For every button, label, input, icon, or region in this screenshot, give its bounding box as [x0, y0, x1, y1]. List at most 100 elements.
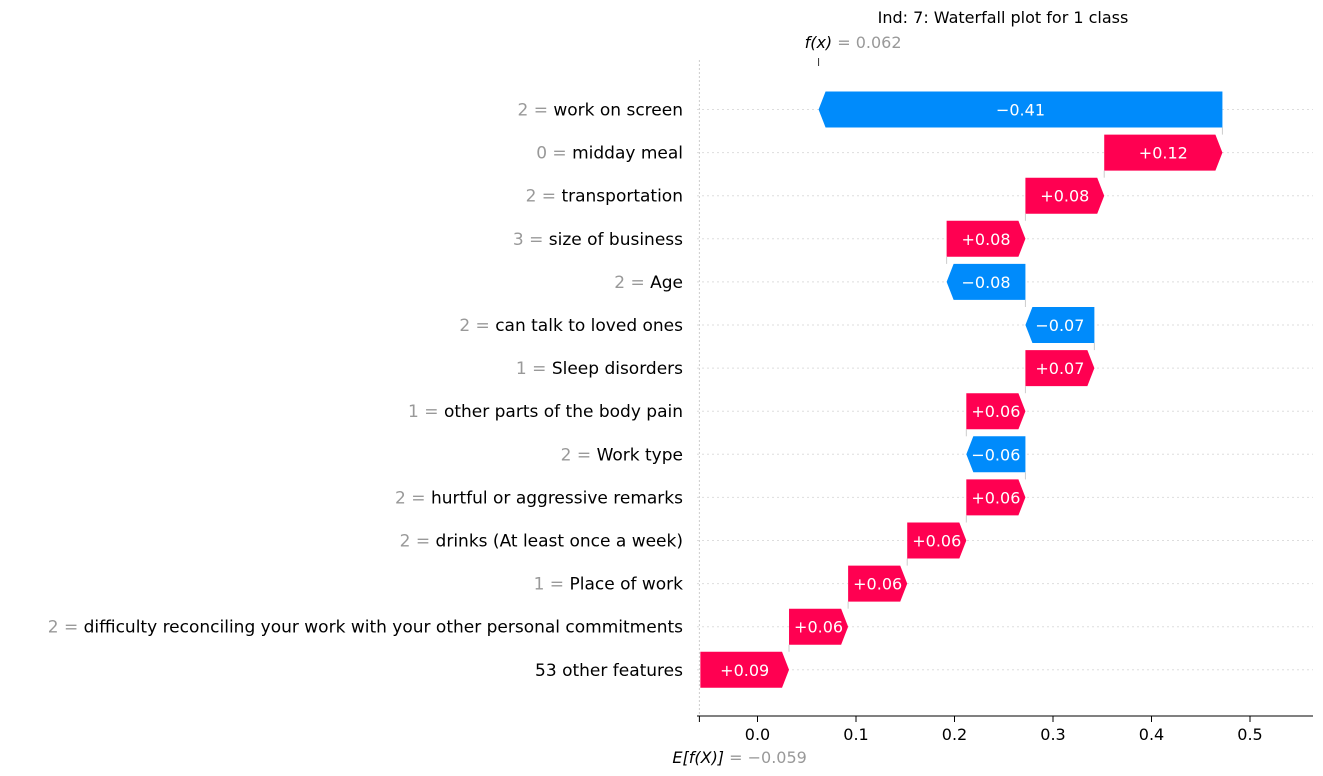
- feature-name: difficulty reconciling your work with yo…: [84, 618, 684, 638]
- feature-equals: =: [59, 618, 84, 638]
- feature-equals: =: [625, 273, 650, 293]
- feature-name: can talk to loved ones: [495, 316, 683, 336]
- feature-label: 2 = drinks (At least once a week): [400, 532, 683, 552]
- feature-value: 3: [513, 230, 524, 250]
- feature-value: 1: [408, 402, 419, 422]
- positive-bar: [789, 608, 849, 645]
- chart-title: Ind: 7: Waterfall plot for 1 class: [878, 8, 1129, 27]
- feature-equals: =: [528, 101, 553, 121]
- negative-bar: [966, 436, 1026, 473]
- feature-label: 2 = Work type: [561, 445, 683, 465]
- bar-value-label: +0.06: [912, 532, 961, 551]
- feature-value: 1: [516, 359, 527, 379]
- positive-bar: [966, 479, 1026, 516]
- feature-name: hurtful or aggressive remarks: [431, 488, 683, 508]
- efx-equals: =: [724, 748, 748, 767]
- feature-name: transportation: [561, 187, 683, 207]
- bar-value-label: +0.09: [720, 661, 769, 680]
- negative-bar: [818, 91, 1223, 128]
- feature-value: 2: [48, 618, 59, 638]
- feature-equals: =: [524, 230, 549, 250]
- feature-value: 2: [459, 316, 470, 336]
- x-tick-label: 0.2: [942, 725, 967, 744]
- fx-annotation: f(x) = 0.062: [805, 33, 902, 52]
- positive-bar: [907, 522, 967, 559]
- bar-value-label: +0.06: [971, 402, 1020, 421]
- fx-label: f(x): [805, 33, 833, 52]
- feature-name: other parts of the body pain: [444, 402, 683, 422]
- positive-bar: [1025, 177, 1105, 214]
- bar-value-label: +0.06: [794, 618, 843, 637]
- feature-label: 2 = can talk to loved ones: [459, 316, 683, 336]
- bar-value-label: +0.08: [1040, 187, 1089, 206]
- feature-equals: =: [470, 316, 495, 336]
- bar-value-label: −0.41: [996, 101, 1045, 120]
- positive-bar: [1104, 134, 1223, 171]
- bar-value-label: +0.06: [971, 488, 1020, 507]
- efx-value: −0.059: [748, 748, 807, 767]
- feature-equals: =: [419, 402, 444, 422]
- feature-equals: =: [406, 488, 431, 508]
- feature-name: Sleep disorders: [552, 359, 683, 379]
- feature-label: 0 = midday meal: [536, 144, 683, 164]
- bars: −0.41 +0.12 +0.08 +0.08 −0.08 −0.07 +0.07 +0.06…: [700, 91, 1223, 688]
- bar-value-label: +0.07: [1035, 359, 1084, 378]
- feature-label: 1 = Place of work: [534, 575, 684, 595]
- feature-label: 2 = Age: [614, 273, 683, 293]
- feature-value: 1: [534, 575, 545, 595]
- feature-equals: =: [544, 575, 569, 595]
- feature-value: 2: [395, 488, 406, 508]
- feature-equals: =: [536, 187, 561, 207]
- efx-annotation: E[f(X)] = −0.059: [672, 748, 806, 767]
- feature-labels: 2 = work on screen 0 = midday meal 2 = tra…: [48, 101, 683, 681]
- feature-equals: =: [527, 359, 552, 379]
- feature-label: 3 = size of business: [513, 230, 683, 250]
- x-tick-label: 0.4: [1139, 725, 1164, 744]
- x-axis: 0.0 0.1 0.2 0.3 0.4 0.5: [697, 715, 1313, 744]
- positive-bar: [966, 393, 1026, 430]
- feature-value: 2: [614, 273, 625, 293]
- negative-bar: [1025, 307, 1095, 343]
- feature-equals: =: [572, 445, 597, 465]
- feature-label: 1 = other parts of the body pain: [408, 402, 683, 422]
- reference-lines: [698, 58, 820, 716]
- bar-value-label: +0.06: [853, 575, 902, 594]
- feature-value: 2: [561, 445, 572, 465]
- feature-equals: =: [410, 532, 435, 552]
- feature-label: 2 = difficulty reconciling your work wit…: [48, 618, 683, 638]
- bar-value-label: −0.07: [1035, 316, 1084, 335]
- positive-bar: [946, 220, 1026, 257]
- feature-value: 2: [517, 101, 528, 121]
- feature-label: 2 = transportation: [526, 187, 683, 207]
- bar-value-label: +0.08: [962, 230, 1011, 249]
- positive-bar: [1025, 350, 1095, 387]
- feature-name: Place of work: [569, 575, 683, 595]
- bar-value-label: −0.06: [971, 445, 1020, 464]
- efx-label: E[f(X)]: [672, 748, 724, 767]
- row-gridlines: [697, 109, 1313, 671]
- feature-name: Age: [650, 273, 683, 293]
- feature-value: 0: [536, 144, 547, 164]
- x-tick-label: 0.1: [843, 725, 868, 744]
- feature-label: 2 = work on screen: [517, 101, 683, 121]
- positive-bar: [848, 565, 908, 602]
- feature-name: drinks (At least once a week): [436, 532, 683, 552]
- feature-name: size of business: [549, 230, 683, 250]
- feature-value: 2: [400, 532, 411, 552]
- fx-equals: =: [832, 33, 856, 52]
- negative-bar: [946, 263, 1026, 300]
- bar-value-label: −0.08: [962, 273, 1011, 292]
- x-tick-label: 0.5: [1237, 725, 1262, 744]
- feature-label: 53 other features: [535, 661, 683, 681]
- feature-name: 53 other features: [535, 661, 683, 681]
- x-tick-label: 0.3: [1040, 725, 1065, 744]
- bar-value-label: +0.12: [1139, 144, 1188, 163]
- feature-label: 1 = Sleep disorders: [516, 359, 683, 379]
- feature-equals: =: [547, 144, 572, 164]
- feature-name: midday meal: [572, 144, 683, 164]
- fx-value: 0.062: [856, 33, 902, 52]
- feature-name: work on screen: [553, 101, 683, 121]
- feature-label: 2 = hurtful or aggressive remarks: [395, 488, 683, 508]
- feature-value: 2: [526, 187, 537, 207]
